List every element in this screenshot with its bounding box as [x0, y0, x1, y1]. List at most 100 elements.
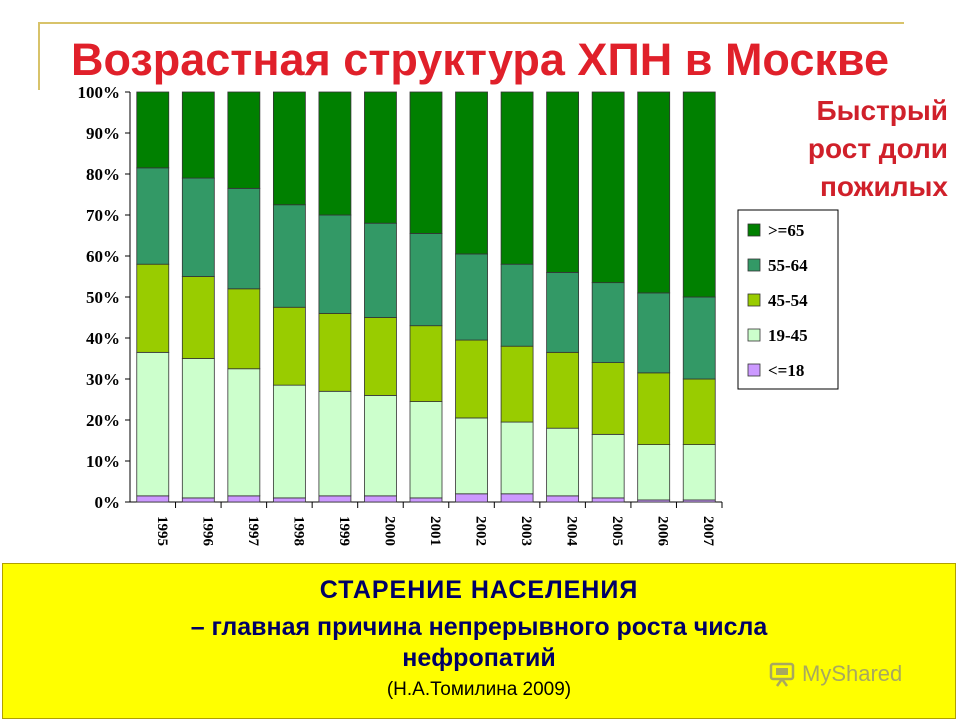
presentation-board-icon — [769, 662, 795, 687]
x-tick-label: 2003 — [518, 516, 534, 546]
bar-segment — [364, 394, 397, 497]
citation: (Н.А.Томилина 2009) — [386, 679, 572, 700]
bar-segment — [455, 91, 488, 255]
x-tick-label: 1999 — [336, 516, 352, 546]
bar-segment — [181, 497, 215, 503]
legend-label: 19-45 — [768, 326, 808, 345]
annotation-line-1: Быстрый — [816, 95, 948, 126]
bar-segment — [546, 427, 580, 497]
bar-segment — [500, 345, 534, 423]
bar-segment — [227, 187, 261, 290]
x-tick-label: 1997 — [245, 516, 261, 547]
y-tick-label: 80% — [86, 165, 120, 184]
bar-segment — [500, 493, 534, 503]
bar-segment — [136, 351, 170, 497]
stacked-bar-chart: 0% 10% 20% 30% 40% 50% 60% 70% 80% 90% 100% 1995 199… — [78, 83, 839, 547]
x-tick-label: 2004 — [564, 516, 580, 547]
y-tick-label: 90% — [86, 124, 120, 143]
x-tick-label: 2001 — [427, 516, 443, 546]
bar-segment — [637, 292, 671, 374]
bar-segment — [682, 91, 716, 298]
legend-label: <=18 — [768, 361, 804, 380]
bar-segment — [181, 358, 215, 499]
annotation-line-2: рост доли — [807, 133, 948, 164]
bar-segment — [272, 204, 306, 308]
bar-segment — [364, 91, 397, 224]
bar-segment — [455, 253, 488, 341]
bar-segment — [181, 276, 215, 359]
conclusion-box: СТАРЕНИЕ НАСЕЛЕНИЯ – главная причина неп… — [2, 563, 956, 719]
bar-segment — [318, 91, 352, 216]
bar-segment — [227, 368, 261, 497]
bar-segment — [136, 91, 170, 169]
bar-segment — [455, 493, 488, 503]
bar-segment — [136, 167, 170, 265]
bar-segment — [272, 497, 306, 503]
bar-segment — [455, 417, 488, 495]
bar-segment — [409, 497, 443, 503]
bar-segment — [637, 372, 671, 446]
bar-segment — [136, 495, 170, 503]
y-tick-label: 100% — [78, 83, 121, 102]
y-tick-label: 40% — [86, 329, 120, 348]
legend-swatch — [747, 223, 761, 237]
bar-segment — [409, 401, 443, 499]
bar-segment — [227, 91, 261, 189]
frame-left-line — [38, 22, 40, 90]
conclusion-line-2: – главная причина непрерывного роста чис… — [190, 613, 768, 641]
bar-segment — [591, 282, 625, 363]
bar-segment — [227, 288, 261, 370]
bar-segment — [546, 271, 580, 353]
frame-top-line — [38, 22, 904, 24]
bar-segment — [682, 378, 716, 445]
legend-swatch — [747, 328, 761, 342]
conclusion-line-3: нефропатий — [402, 644, 556, 672]
bar-segment — [500, 263, 534, 347]
watermark: MyShared — [768, 656, 902, 692]
x-tick-label: 1996 — [199, 516, 215, 547]
bar-segment — [682, 444, 716, 501]
bar-segment — [682, 296, 716, 380]
legend-label: 45-54 — [768, 291, 808, 310]
bar-segment — [591, 91, 625, 284]
legend-swatch — [747, 258, 761, 272]
slide-title: Возрастная структура ХПН в Москве — [71, 34, 889, 85]
legend-swatch — [747, 293, 761, 307]
bar-segment — [272, 384, 306, 499]
y-tick-label: 20% — [86, 411, 120, 430]
bar-segment — [500, 91, 534, 265]
y-tick-label: 60% — [86, 247, 120, 266]
annotation-line-3: пожилых — [820, 171, 948, 202]
bar-segment — [455, 339, 488, 419]
bar-segment — [318, 495, 352, 503]
bar-segment — [364, 495, 397, 503]
bar-segment — [591, 362, 625, 435]
x-tick-label: 2000 — [381, 516, 397, 546]
x-tick-label: 2005 — [609, 516, 625, 546]
legend-label: 55-64 — [768, 256, 808, 275]
bar-segment — [546, 495, 580, 503]
bar-segment — [409, 91, 443, 234]
bar-segment — [409, 233, 443, 327]
annotation-text: Быстрый рост доли пожилых — [728, 92, 948, 206]
y-tick-label: 70% — [86, 206, 120, 225]
conclusion-heading: СТАРЕНИЕ НАСЕЛЕНИЯ — [319, 576, 639, 604]
x-tick-label: 2006 — [655, 516, 671, 547]
bar-segment — [364, 222, 397, 318]
y-tick-label: 50% — [86, 288, 120, 307]
bar-segment — [181, 91, 215, 179]
watermark-text: MyShared — [802, 661, 903, 686]
legend-swatch — [747, 363, 761, 377]
legend-label: >=65 — [768, 221, 804, 240]
bar-segment — [181, 177, 215, 277]
x-tick-label: 2007 — [700, 516, 716, 547]
bar-segment — [591, 497, 625, 503]
bar-segment — [272, 306, 306, 386]
y-tick-label: 30% — [86, 370, 120, 389]
bar-segment — [364, 317, 397, 396]
bar-segment — [637, 91, 671, 294]
bar-segment — [637, 444, 671, 501]
x-tick-label: 1998 — [290, 516, 306, 546]
bar-segment — [318, 390, 352, 497]
x-tick-label: 1995 — [154, 516, 170, 546]
